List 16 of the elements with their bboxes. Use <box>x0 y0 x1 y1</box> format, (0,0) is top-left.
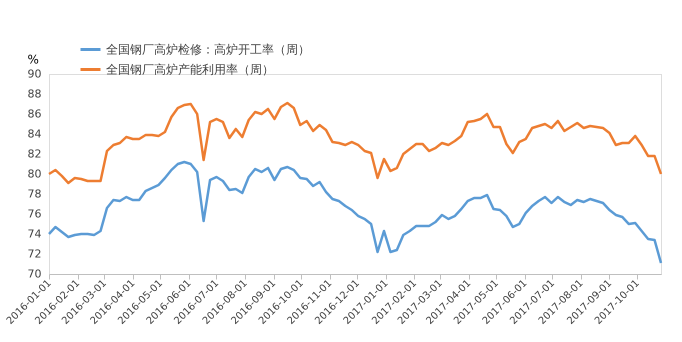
y-tick-label: 76 <box>28 208 42 220</box>
y-tick-label: 86 <box>28 108 42 120</box>
y-tick-label: 74 <box>28 228 42 240</box>
y-tick-label: 78 <box>28 188 42 200</box>
y-tick-label: 88 <box>28 88 42 100</box>
y-tick-label: 90 <box>28 68 42 80</box>
line-series <box>48 102 662 184</box>
y-tick-label: 82 <box>28 148 42 160</box>
y-tick-label: 70 <box>28 268 42 280</box>
legend-label: 全国钢厂高炉产能利用率（周） <box>106 62 274 76</box>
line-series <box>48 160 662 264</box>
y-axis-title: % <box>28 52 39 66</box>
legend-label: 全国钢厂高炉检修：高炉开工率（周） <box>106 42 310 56</box>
y-tick-label: 80 <box>28 168 42 180</box>
y-tick-label: 84 <box>28 128 42 140</box>
y-tick-label: 72 <box>28 248 42 260</box>
